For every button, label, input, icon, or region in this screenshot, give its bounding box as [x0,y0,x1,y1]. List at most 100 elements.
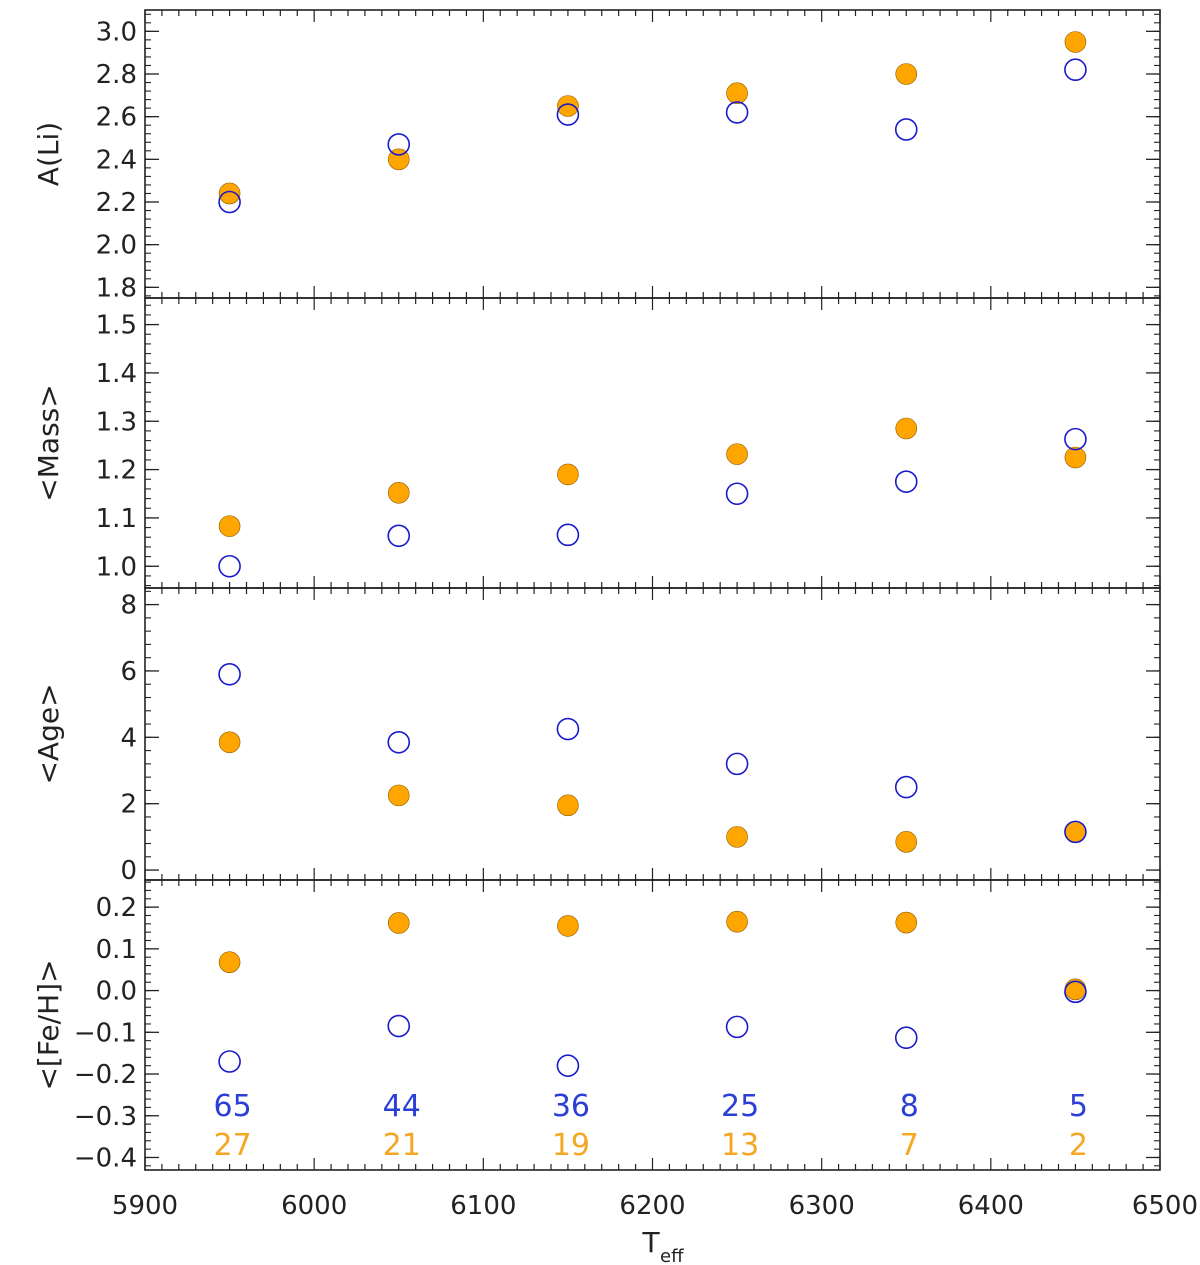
open-point [894,118,918,141]
open-point [1064,58,1087,82]
panel-2: 1.0 1.1 1.2 1.3 1.4 1.5 <Mass> [32,297,1161,589]
filled-point [1064,31,1087,53]
x-tick-label: 6100 [450,1191,516,1221]
filled-point [557,95,579,117]
y-tick-label: 1.5 [96,311,137,341]
y-tick-label: 2 [120,790,137,820]
filled-point [218,515,241,537]
open-point [218,554,241,578]
y-axis-label: <Age> [32,683,65,784]
open-point [556,103,580,126]
y-tick-label: 2.8 [96,60,137,90]
plot-frame [144,9,1161,299]
y-tick-label: 1.8 [96,273,137,303]
x-axis-label: T [641,1226,660,1259]
panel-4: −0.4 −0.3 −0.2 −0.1 0.0 0.1 0.2 <[Fe/H]> 65 44 36 2… [32,879,1198,1265]
y-tick-label: 2.4 [96,145,137,175]
plot-frame [144,297,1161,589]
filled-point [387,784,410,807]
open-point [1064,980,1087,1004]
panel-3: 0 2 4 6 8 <Age> [32,587,1161,886]
filled-point [1064,446,1087,469]
x-tick-label: 5900 [112,1191,178,1221]
open-point [218,190,241,214]
filled-point [557,794,579,817]
open-point [894,470,918,493]
filled-point [387,912,410,934]
filled-point [726,82,748,104]
plot-frame [144,587,1161,881]
filled-point [218,731,241,754]
filled-point [726,826,748,848]
y-tick-label: 2.0 [96,231,137,261]
open-count-label: 5 [1069,1089,1088,1124]
x-tick-label: 6300 [789,1191,855,1221]
open-count-label: 44 [383,1089,421,1124]
y-tick-label: 1.2 [96,456,137,486]
filled-point [895,63,918,85]
filled-point [895,911,918,934]
open-point [556,1054,580,1077]
y-tick-label: 8 [120,591,137,621]
filled-count-label: 27 [213,1128,251,1163]
y-tick-label: 0.2 [96,893,137,923]
open-count-label: 8 [900,1089,919,1124]
y-tick-label: 3.0 [96,17,137,47]
open-point [894,1026,918,1050]
y-tick-label: 0.1 [96,935,137,965]
panels-group: 1.8 2.0 2.2 2.4 2.6 2.8 3.0 A(Li) 1.0 1.1 1.2 1.3 1.… [32,9,1198,1265]
open-point [387,133,411,156]
panel-1: 1.8 2.0 2.2 2.4 2.6 2.8 3.0 A(Li) [32,9,1161,303]
y-axis-label: A(Li) [32,122,65,186]
filled-count-label: 21 [383,1128,421,1163]
filled-count-label: 19 [552,1128,590,1163]
y-tick-label: 1.0 [96,552,137,582]
y-tick-label: −0.4 [74,1143,137,1173]
y-tick-label: 1.3 [96,407,137,437]
x-axis-label-subscript: eff [660,1246,684,1265]
filled-point [895,417,918,440]
plot-frame [144,879,1161,1171]
x-tick-label: 6500 [1132,1191,1198,1221]
open-point [725,101,749,124]
y-tick-label: −0.1 [74,1018,137,1048]
y-tick-label: 1.1 [96,504,137,534]
y-tick-label: 2.6 [96,103,137,133]
y-tick-label: 2.2 [96,188,137,218]
open-point [725,752,749,776]
filled-point [726,443,748,465]
x-tick-label: 6400 [958,1191,1024,1221]
open-point [725,482,749,506]
y-tick-label: 6 [120,657,137,687]
open-point [894,775,918,799]
open-point [387,524,411,548]
y-axis-label: <[Fe/H]> [32,959,65,1090]
y-tick-label: 1.4 [96,359,137,389]
open-count-label: 36 [552,1089,590,1124]
y-tick-label: 0.0 [96,977,137,1007]
open-point [556,523,580,547]
y-tick-label: 0 [120,856,137,886]
filled-point [218,182,241,205]
filled-point [726,910,748,933]
filled-count-label: 7 [900,1128,919,1163]
open-point [556,717,580,741]
filled-point [387,481,410,504]
y-tick-label: −0.2 [74,1060,137,1090]
filled-point [895,831,918,853]
open-count-label: 25 [721,1089,759,1124]
x-tick-label: 6200 [619,1191,685,1221]
open-count-label: 65 [213,1089,251,1124]
open-point [1064,427,1087,451]
filled-point [557,915,579,937]
y-tick-label: 4 [120,723,137,753]
open-point [725,1015,749,1039]
filled-count-label: 13 [721,1128,759,1163]
x-tick-label: 6000 [281,1191,347,1221]
y-tick-label: −0.3 [74,1102,137,1132]
open-point [387,730,411,754]
filled-point [557,463,579,486]
open-point [387,1014,411,1038]
open-point [218,662,241,686]
